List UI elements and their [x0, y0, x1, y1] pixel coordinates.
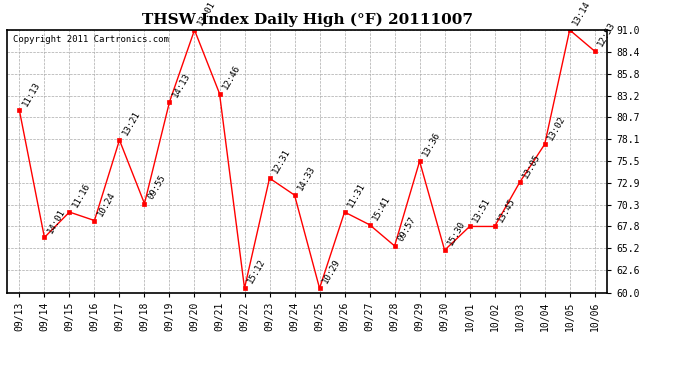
Text: 15:12: 15:12 [246, 258, 267, 285]
Text: 13:21: 13:21 [121, 110, 142, 137]
Text: 09:55: 09:55 [146, 173, 167, 201]
Text: 12:46: 12:46 [221, 63, 242, 91]
Text: 14:13: 14:13 [171, 71, 192, 99]
Text: 13:51: 13:51 [471, 196, 492, 223]
Title: THSW Index Daily High (°F) 20111007: THSW Index Daily High (°F) 20111007 [141, 13, 473, 27]
Text: 11:31: 11:31 [346, 182, 367, 209]
Text: 09:57: 09:57 [396, 215, 417, 243]
Text: 12:53: 12:53 [596, 21, 618, 48]
Text: 15:41: 15:41 [371, 194, 392, 222]
Text: 13:36: 13:36 [421, 131, 442, 159]
Text: 14:01: 14:01 [46, 207, 67, 235]
Text: 15:30: 15:30 [446, 220, 467, 248]
Text: 14:33: 14:33 [296, 165, 317, 192]
Text: 13:05: 13:05 [521, 152, 542, 180]
Text: 13:14: 13:14 [571, 0, 592, 27]
Text: 11:13: 11:13 [21, 80, 42, 108]
Text: 10:29: 10:29 [321, 258, 342, 285]
Text: 13:02: 13:02 [546, 114, 567, 141]
Text: 12:31: 12:31 [271, 148, 292, 176]
Text: 10:24: 10:24 [96, 190, 117, 218]
Text: 11:16: 11:16 [71, 182, 92, 209]
Text: 13:01: 13:01 [196, 0, 217, 27]
Text: Copyright 2011 Cartronics.com: Copyright 2011 Cartronics.com [13, 35, 169, 44]
Text: 13:45: 13:45 [496, 196, 518, 223]
